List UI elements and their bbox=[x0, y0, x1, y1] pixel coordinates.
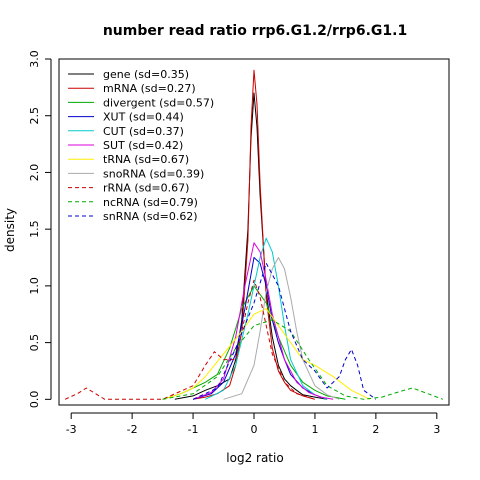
x-tick-label: 3 bbox=[433, 423, 440, 436]
y-axis: 0.0 0.5 1.0 1.5 2.0 2.5 3.0 bbox=[28, 50, 52, 409]
legend-label: gene (sd=0.35) bbox=[103, 68, 189, 81]
legend-label: snoRNA (sd=0.39) bbox=[103, 167, 204, 180]
legend-label: SUT (sd=0.42) bbox=[103, 139, 183, 152]
x-tick-label: -2 bbox=[127, 423, 138, 436]
x-tick-label: 1 bbox=[311, 423, 318, 436]
y-axis-label: density bbox=[3, 208, 17, 252]
legend-label: divergent (sd=0.57) bbox=[103, 96, 214, 109]
plot-frame bbox=[58, 58, 450, 406]
x-axis: -3 -2 -1 0 1 2 3 bbox=[66, 412, 440, 436]
legend-label: XUT (sd=0.44) bbox=[103, 111, 184, 124]
series-line-0 bbox=[174, 92, 328, 400]
x-tick-label: -3 bbox=[66, 423, 77, 436]
y-tick-label: 1.5 bbox=[28, 220, 41, 238]
y-tick-label: 0.5 bbox=[28, 334, 41, 352]
series-line-1 bbox=[193, 69, 316, 400]
y-tick-label: 2.5 bbox=[28, 107, 41, 125]
y-tick-label: 1.0 bbox=[28, 277, 41, 295]
x-tick-label: -1 bbox=[188, 423, 199, 436]
series-layer bbox=[64, 69, 444, 400]
series-line-10 bbox=[192, 262, 377, 400]
series-line-4 bbox=[205, 237, 328, 400]
legend-label: rRNA (sd=0.67) bbox=[103, 182, 189, 195]
x-axis-label: log2 ratio bbox=[226, 451, 283, 465]
legend-label: snRNA (sd=0.62) bbox=[103, 210, 198, 223]
legend: gene (sd=0.35)mRNA (sd=0.27)divergent (s… bbox=[68, 68, 214, 223]
y-tick-label: 0.0 bbox=[28, 391, 41, 409]
legend-label: CUT (sd=0.37) bbox=[103, 125, 184, 138]
legend-label: ncRNA (sd=0.79) bbox=[103, 196, 198, 209]
x-tick-label: 0 bbox=[251, 423, 258, 436]
series-line-5 bbox=[192, 242, 334, 400]
series-line-7 bbox=[223, 257, 340, 400]
y-tick-label: 2.0 bbox=[28, 164, 41, 182]
series-line-8 bbox=[64, 279, 316, 400]
legend-label: mRNA (sd=0.27) bbox=[103, 82, 196, 95]
series-line-6 bbox=[162, 308, 371, 400]
chart-title: number read ratio rrp6.G1.2/rrp6.G1.1 bbox=[103, 23, 407, 39]
legend-label: tRNA (sd=0.67) bbox=[103, 153, 189, 166]
series-line-9 bbox=[162, 319, 444, 400]
y-tick-label: 3.0 bbox=[28, 50, 41, 68]
x-tick-label: 2 bbox=[372, 423, 379, 436]
